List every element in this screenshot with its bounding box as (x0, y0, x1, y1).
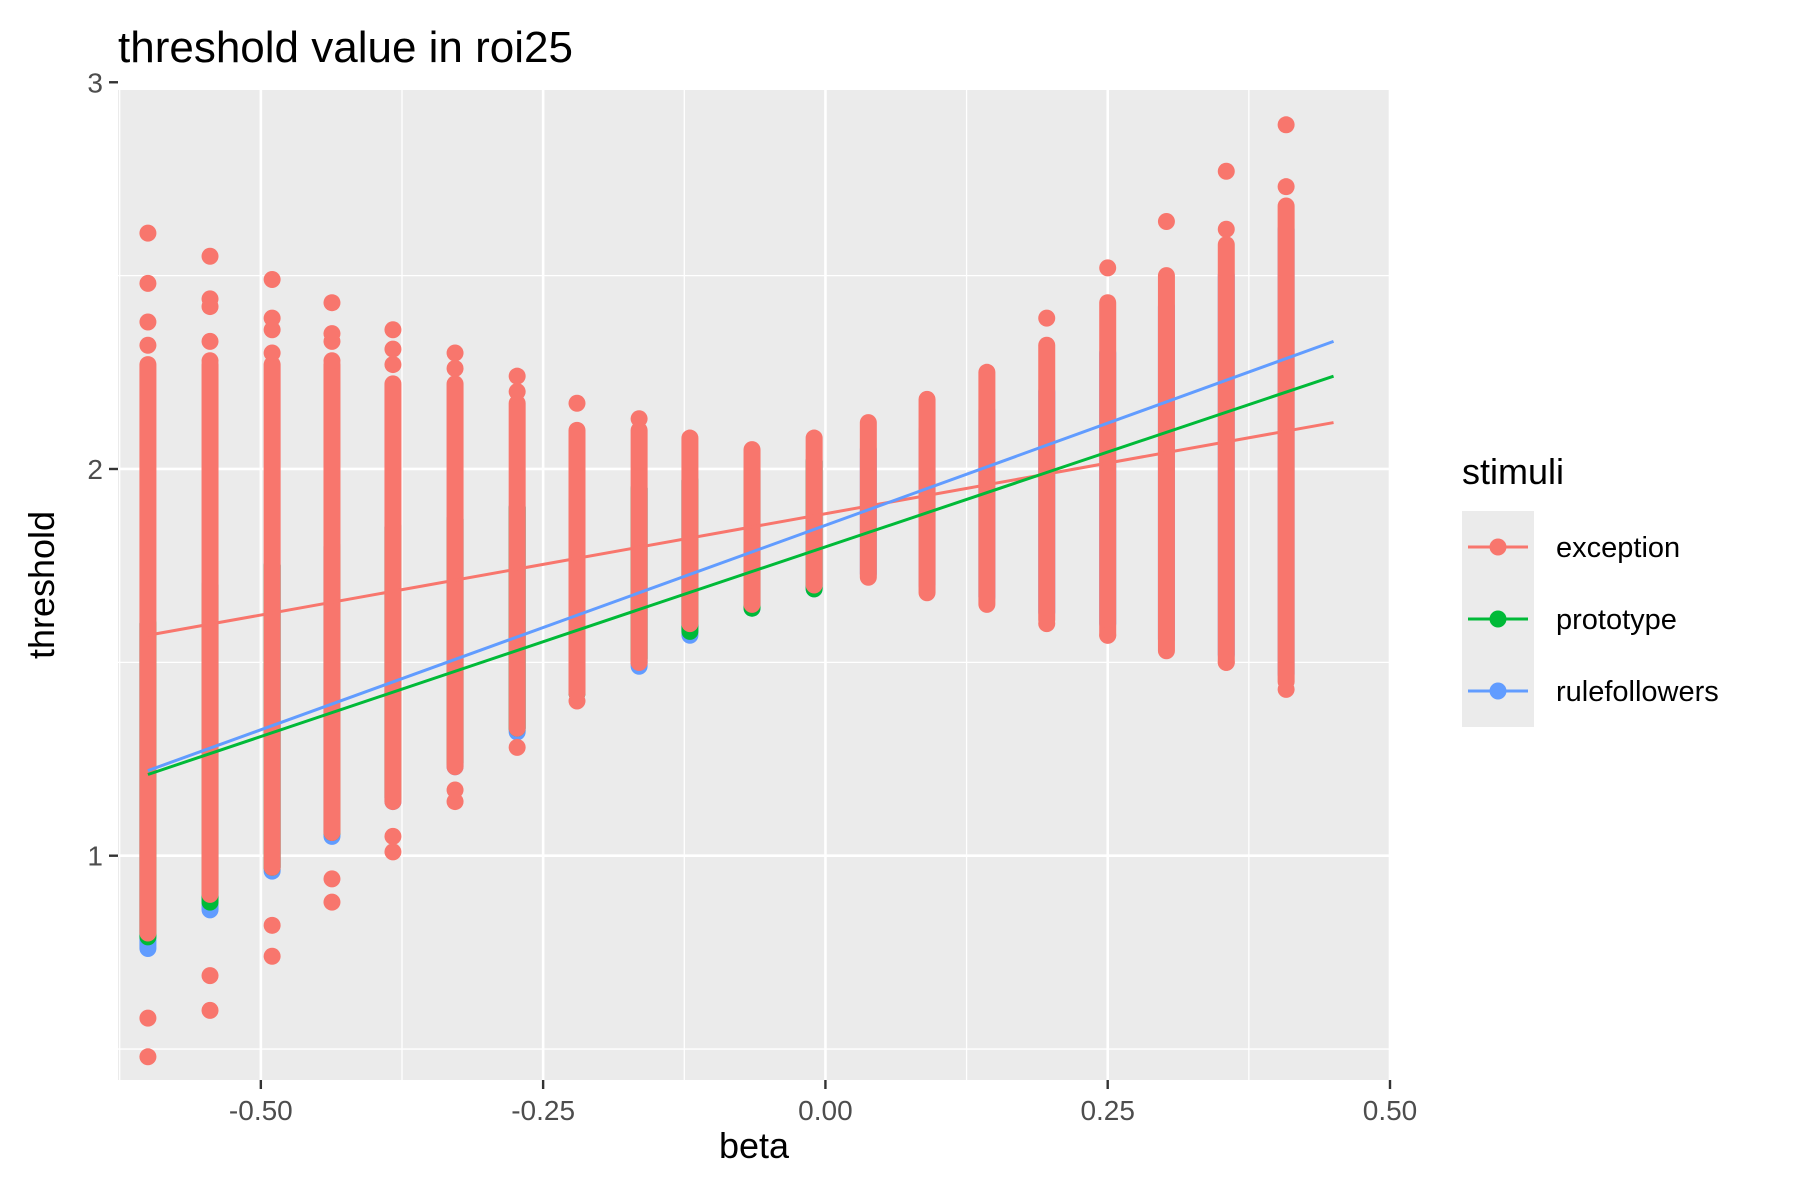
axes-layer: -0.50 -0.25 0.00 0.25 0.50 1 2 3 (87, 67, 1417, 1126)
data-point-exception (1277, 116, 1295, 134)
x-tick-label: -0.50 (229, 1095, 293, 1126)
y-tick-label: 2 (87, 454, 103, 485)
y-axis-title: threshold (21, 511, 62, 659)
data-point-exception (1157, 212, 1175, 230)
x-axis-title: beta (719, 1125, 790, 1166)
fit-line-exception (147, 421, 1334, 637)
x-tick-label: 0.00 (798, 1095, 853, 1126)
fit-line-rulefollowers (147, 339, 1335, 773)
data-point-exception (446, 344, 464, 362)
y-tick-label: 1 (87, 841, 103, 872)
data-point-exception (323, 294, 341, 312)
data-point-exception (139, 313, 157, 331)
data-point-exception (323, 870, 341, 888)
data-point-exception (1217, 162, 1235, 180)
data-point-exception (263, 309, 281, 327)
data-point-exception (446, 359, 464, 377)
data-point-exception (1099, 259, 1117, 277)
data-point-column-exception (446, 375, 464, 776)
data-point-exception (201, 247, 219, 265)
data-point-exception (323, 893, 341, 911)
data-point-exception (201, 332, 219, 350)
data-point-exception (139, 224, 157, 242)
data-point-column-exception (508, 394, 526, 737)
data-point-exception (384, 321, 402, 339)
data-point-column-exception (805, 429, 823, 594)
data-point-exception (384, 356, 402, 374)
legend-label-rulefollowers: rulefollowers (1556, 676, 1719, 708)
data-point-exception (263, 916, 281, 934)
data-point-exception (323, 325, 341, 343)
x-tick-label: 0.50 (1363, 1095, 1418, 1126)
data-point-column-exception (1217, 236, 1235, 671)
data-point-column-exception (323, 356, 341, 841)
fit-line-prototype (147, 374, 1335, 776)
data-point-column-exception (1157, 267, 1175, 660)
data-point-column-exception (568, 421, 586, 702)
data-point-exception (508, 738, 526, 756)
data-point-column-exception (1038, 336, 1056, 629)
data-point-exception (139, 336, 157, 354)
data-point-exception (1217, 220, 1235, 238)
data-point-exception (1217, 653, 1235, 671)
data-point-exception (139, 274, 157, 292)
data-point-column-exception (978, 363, 996, 613)
data-point-column-exception (1099, 294, 1117, 644)
data-point-exception (139, 1048, 157, 1066)
data-point-column-exception (201, 356, 219, 903)
data-point-exception (201, 290, 219, 308)
data-point-exception (263, 344, 281, 362)
data-point-exception (1038, 309, 1056, 327)
data-point-exception (1038, 615, 1056, 633)
data-point-exception (201, 352, 219, 370)
data-point-column-exception (139, 356, 157, 942)
chart-title: threshold value in roi25 (118, 23, 573, 72)
legend-key-point-rulefollowers (1489, 682, 1507, 700)
data-point-exception (139, 1009, 157, 1027)
legend: stimuli exception prototype rulefollowers (1462, 451, 1719, 727)
data-point-exception (1099, 626, 1117, 644)
data-point-column-exception (263, 356, 281, 876)
data-point-exception (1277, 178, 1295, 196)
data-point-exception (508, 367, 526, 385)
fit-lines-layer (147, 339, 1335, 776)
data-point-exception (568, 692, 586, 710)
data-point-exception (323, 352, 341, 370)
data-point-exception (201, 1001, 219, 1019)
data-point-exception (630, 653, 648, 671)
data-point-exception (384, 827, 402, 845)
data-point-column-exception (681, 429, 699, 633)
data-point-exception (508, 383, 526, 401)
legend-title: stimuli (1462, 451, 1564, 492)
y-tick-label: 3 (87, 67, 103, 98)
data-point-exception (384, 843, 402, 861)
data-point-exception (263, 270, 281, 288)
legend-key-point-exception (1489, 538, 1507, 556)
data-point-exception (263, 947, 281, 965)
data-point-exception (446, 781, 464, 799)
data-point-exception (630, 410, 648, 428)
data-point-column-exception (1277, 197, 1295, 691)
legend-label-prototype: prototype (1556, 604, 1677, 636)
x-tick-label: -0.25 (511, 1095, 575, 1126)
x-tick-label: 0.25 (1080, 1095, 1135, 1126)
data-point-exception (568, 394, 586, 412)
data-point-exception (201, 967, 219, 985)
legend-key-point-prototype (1489, 610, 1507, 628)
legend-label-exception: exception (1556, 532, 1680, 564)
data-point-exception (384, 340, 402, 358)
legend-entries: exception prototype rulefollowers (1468, 532, 1719, 708)
data-point-exception (1277, 680, 1295, 698)
data-point-column-exception (859, 414, 877, 586)
